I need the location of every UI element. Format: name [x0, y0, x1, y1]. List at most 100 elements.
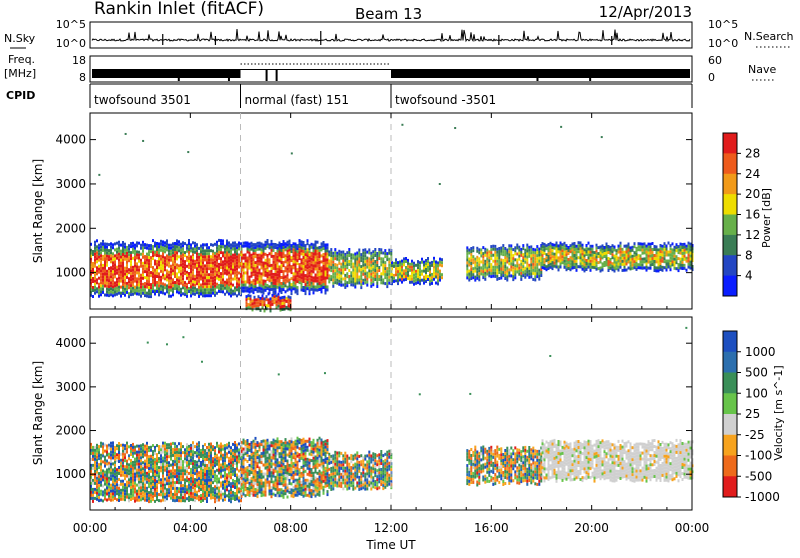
echo-cell	[319, 255, 321, 258]
echo-cell	[267, 272, 269, 275]
echo-cell	[106, 252, 108, 255]
echo-cell	[600, 258, 602, 261]
echo-cell	[180, 478, 182, 481]
echo-cell	[498, 247, 500, 250]
echo-cell	[152, 498, 154, 501]
echo-cell	[174, 463, 176, 466]
echo-cell	[243, 448, 245, 451]
echo-cell	[120, 444, 122, 447]
power-echoes	[90, 124, 694, 313]
echo-cell	[356, 252, 358, 255]
echo-cell	[253, 467, 255, 470]
echo-cell	[136, 253, 138, 256]
echo-cell	[198, 256, 200, 259]
echo-cell	[384, 249, 386, 252]
echo-cell	[122, 241, 124, 244]
echo-cell	[534, 263, 536, 266]
echo-cell	[206, 479, 208, 482]
echo-cell	[132, 293, 134, 296]
echo-cell	[138, 463, 140, 466]
echo-cell	[206, 261, 208, 264]
echo-cell	[196, 261, 198, 264]
echo-cell	[92, 488, 94, 491]
echo-cell	[305, 256, 307, 259]
echo-cell	[124, 291, 126, 294]
noise-right-label: N.Search	[744, 30, 794, 43]
echo-cell	[411, 278, 413, 281]
echo-cell	[494, 257, 496, 260]
frequency-tick-top: 18	[72, 54, 86, 67]
echo-cell	[92, 286, 94, 289]
echo-cell	[498, 253, 500, 256]
echo-cell	[439, 273, 441, 276]
echo-cell	[216, 493, 218, 496]
echo-cell	[610, 246, 612, 249]
echo-cell	[280, 300, 282, 303]
echo-cell	[174, 475, 176, 478]
echo-cell	[494, 263, 496, 266]
echo-cell	[124, 252, 126, 255]
echo-cell	[168, 470, 170, 473]
echo-cell	[122, 256, 124, 259]
echo-cell	[102, 267, 104, 270]
echo-cell	[116, 486, 118, 489]
echo-cell	[136, 451, 138, 454]
echo-cell	[130, 483, 132, 486]
echo-cell	[386, 282, 388, 285]
echo-cell	[160, 261, 162, 264]
echo-cell	[108, 294, 110, 297]
echo-cell	[439, 270, 441, 273]
echo-cell	[210, 458, 212, 461]
echo-cell	[670, 262, 672, 265]
echo-cell	[230, 261, 232, 264]
echo-cell	[140, 286, 142, 289]
echo-cell	[496, 275, 498, 278]
echo-cell	[348, 263, 350, 266]
echo-cell	[208, 467, 210, 470]
echo-cell	[150, 274, 152, 277]
echo-cell	[584, 266, 586, 269]
echo-cell	[162, 282, 164, 285]
echo-cell	[405, 257, 407, 260]
echo-cell	[564, 254, 566, 257]
echo-cell	[498, 265, 500, 268]
echo-cell	[100, 275, 102, 278]
echo-cell	[230, 467, 232, 470]
echo-cell	[431, 276, 433, 279]
echo-cell	[570, 247, 572, 250]
echo-cell	[186, 449, 188, 452]
echo-cell	[200, 473, 202, 476]
echo-cell	[158, 278, 160, 281]
echo-cell	[204, 467, 206, 470]
echo-cell	[303, 286, 305, 289]
echo-cell	[162, 255, 164, 258]
echo-cell	[610, 249, 612, 252]
echo-cell	[122, 283, 124, 286]
echo-cell	[350, 283, 352, 286]
echo-cell	[654, 245, 656, 248]
echo-cell	[405, 272, 407, 275]
echo-cell	[198, 450, 200, 453]
echo-cell	[122, 268, 124, 271]
echo-cell	[520, 260, 522, 263]
echo-cell	[636, 265, 638, 268]
echo-cell	[366, 260, 368, 263]
echo-cell	[265, 244, 267, 247]
echo-cell	[285, 269, 287, 272]
echo-cell	[319, 282, 321, 285]
echo-cell	[208, 443, 210, 446]
echo-cell	[288, 295, 290, 298]
echo-cell	[204, 267, 206, 270]
echo-cell	[112, 492, 114, 495]
echo-cell	[608, 266, 610, 269]
echo-cell	[130, 275, 132, 278]
echo-cell	[437, 261, 439, 264]
echo-cell	[98, 466, 100, 469]
echo-cell	[192, 492, 194, 495]
echo-cell	[122, 286, 124, 289]
echo-cell	[132, 452, 134, 455]
echo-cell	[140, 447, 142, 450]
echo-cell	[130, 486, 132, 489]
echo-cell	[317, 247, 319, 250]
echo-cell	[200, 293, 202, 296]
